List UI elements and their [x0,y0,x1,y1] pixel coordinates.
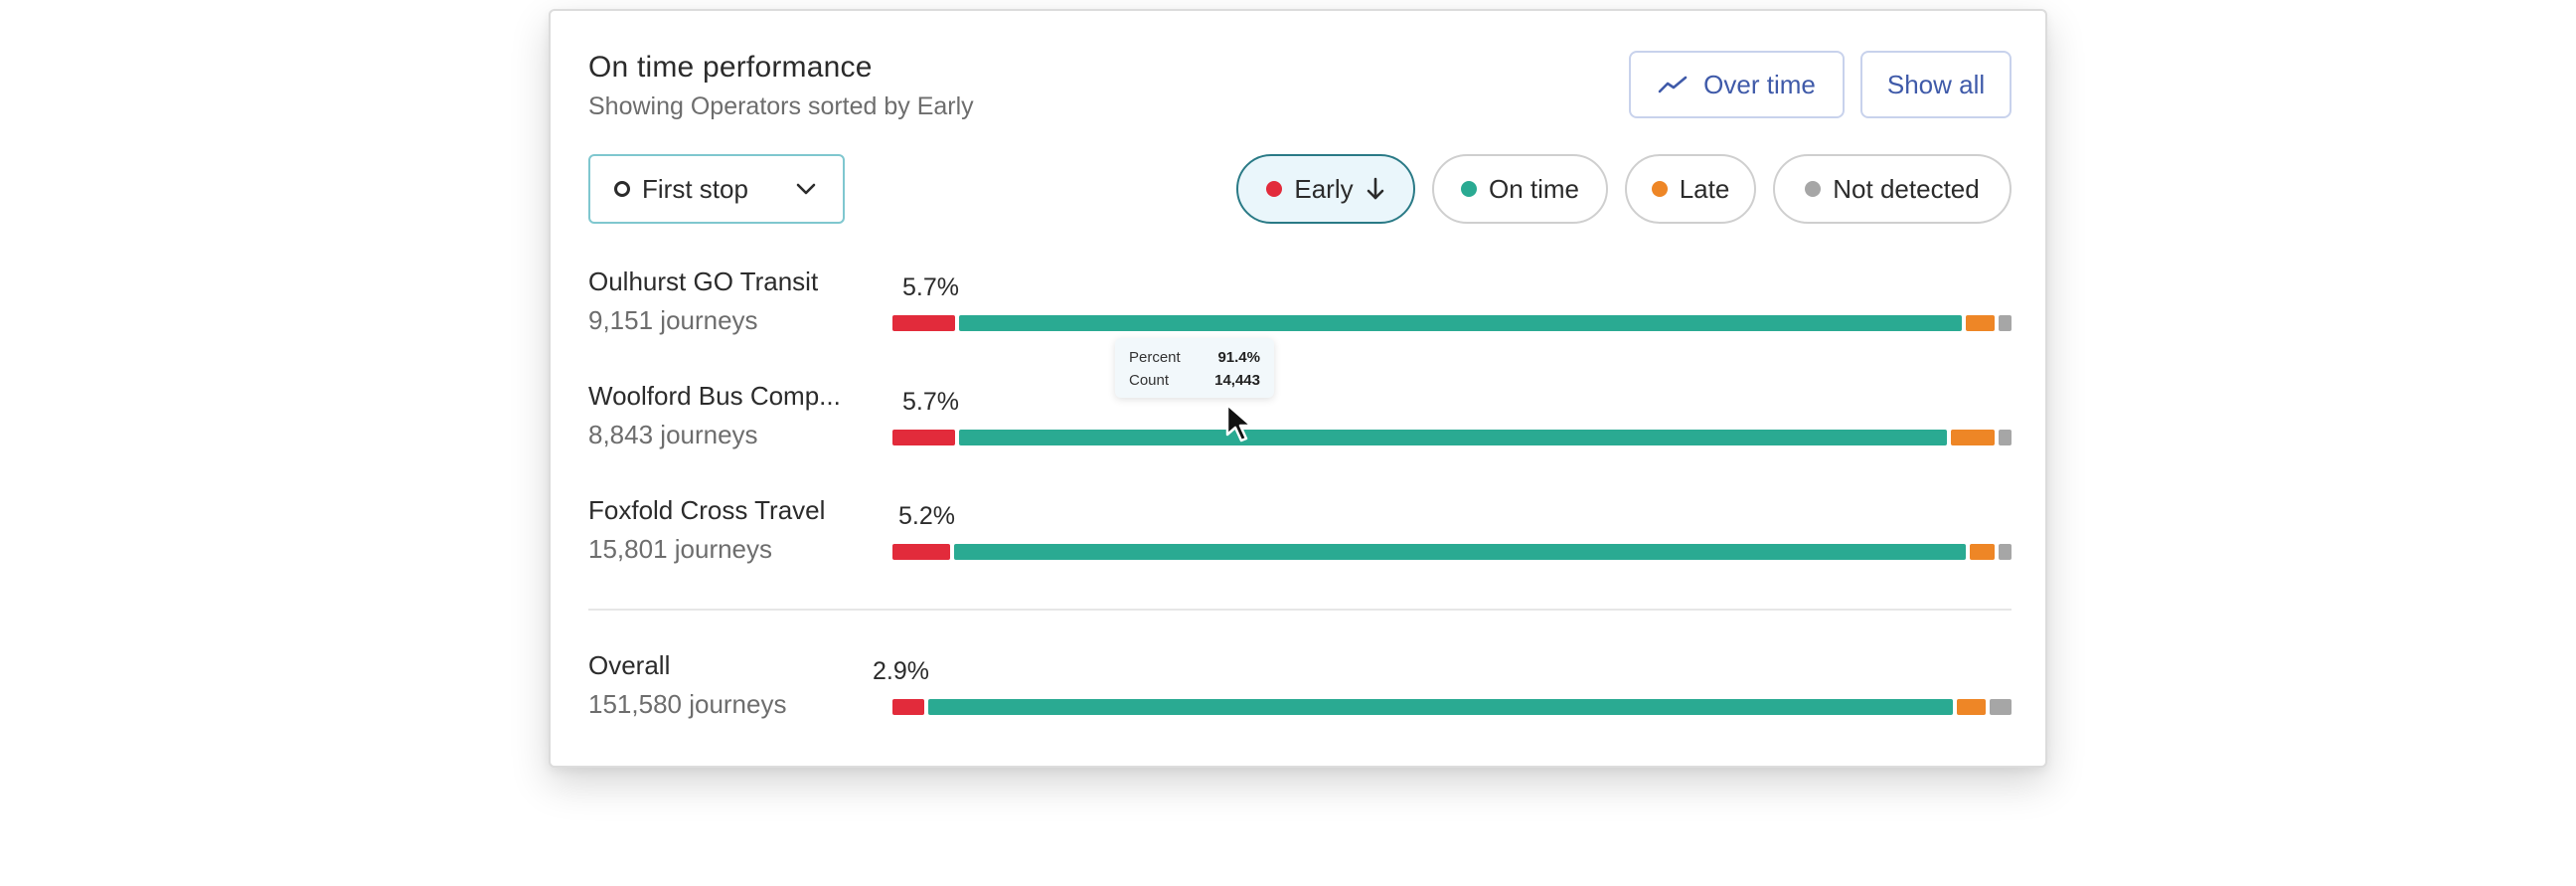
operator-journeys: 8,843 journeys [588,420,758,449]
operator-name: Woolford Bus Comp... [588,381,841,411]
on-time-performance-card: On time performance Showing Operators so… [549,9,2047,768]
early-percent-label: 5.2% [898,502,955,530]
on-time-segment[interactable] [953,544,1967,560]
not-detected-segment[interactable] [1998,430,2012,445]
over-time-button[interactable]: Over time [1629,51,1845,118]
trend-line-icon [1658,76,1688,93]
card-subtitle: Showing Operators sorted by Early [588,92,974,120]
on-time-segment[interactable] [959,430,1948,445]
show-all-button[interactable]: Show all [1860,51,2012,118]
late-dot [1651,181,1668,197]
performance-bar[interactable] [892,315,2012,331]
overall-journeys: 151,580 journeys [588,689,787,719]
not-detected-dot [1805,181,1822,197]
over-time-label: Over time [1703,69,1816,99]
overall-early-percent-label: 2.9% [873,657,929,685]
early-percent-label: 5.7% [902,273,959,301]
bar-tooltip: Percent 91.4% Count 14,443 [1115,338,1274,398]
operator-journeys: 9,151 journeys [588,305,758,335]
early-segment[interactable] [892,315,956,331]
early-percent-label: 5.7% [902,388,959,416]
filter-chip-early[interactable]: Early [1236,154,1415,224]
late-segment[interactable] [1956,699,1986,715]
filter-chip-not-detected[interactable]: Not detected [1773,154,2012,224]
chip-label-on-time: On time [1488,173,1580,204]
card-title: On time performance [588,51,873,84]
not-detected-segment[interactable] [1998,315,2012,331]
early-segment[interactable] [892,699,925,715]
not-detected-segment[interactable] [1989,699,2012,715]
stop-select[interactable]: First stop [588,154,845,224]
tooltip-percent-label: Percent [1129,349,1181,366]
arrow-down-icon [1367,177,1383,200]
tooltip-count-label: Count [1129,372,1170,389]
late-segment[interactable] [1965,315,1995,331]
on-time-segment[interactable] [928,699,1953,715]
operator-name: Foxfold Cross Travel [588,495,826,525]
overall-name: Overall [588,650,671,680]
late-segment[interactable] [1951,430,1995,445]
circle-icon [614,181,630,197]
overall-performance-bar[interactable] [892,699,2012,715]
operator-name: Oulhurst GO Transit [588,266,819,296]
divider [588,609,2012,611]
on-time-segment[interactable] [959,315,1962,331]
early-segment[interactable] [892,430,956,445]
chevron-down-icon [796,183,816,195]
filter-chip-late[interactable]: Late [1625,154,1756,224]
mouse-cursor-icon [1225,403,1253,443]
early-segment[interactable] [892,544,950,560]
tooltip-percent-value: 91.4% [1217,349,1260,366]
stop-select-value: First stop [642,173,748,204]
chip-label-not-detected: Not detected [1833,173,1980,204]
tooltip-count-value: 14,443 [1214,372,1260,389]
performance-bar[interactable] [892,544,2012,560]
not-detected-segment[interactable] [1998,544,2012,560]
on-time-dot [1460,181,1477,197]
filter-chip-on-time[interactable]: On time [1432,154,1608,224]
chip-label-late: Late [1679,173,1730,204]
late-segment[interactable] [1970,544,1995,560]
chip-label-early: Early [1294,173,1354,204]
early-dot [1266,181,1283,197]
performance-bar[interactable] [892,430,2012,445]
operator-journeys: 15,801 journeys [588,534,773,564]
